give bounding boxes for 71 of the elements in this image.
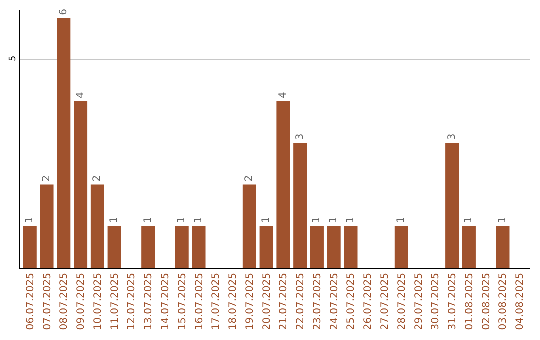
data-label: 2 [92, 175, 104, 182]
data-label: 1 [328, 217, 340, 224]
bar [142, 226, 156, 268]
x-tick-label: 09.07.2025 [76, 273, 88, 330]
x-tick-label: 26.07.2025 [363, 273, 374, 330]
data-label: 4 [278, 92, 289, 99]
data-label: 2 [42, 175, 53, 182]
x-tick-label: 06.07.2025 [25, 273, 36, 330]
bar [276, 102, 290, 268]
bar [108, 226, 122, 268]
x-tick-label: 15.07.2025 [177, 273, 188, 330]
bar [90, 184, 104, 268]
data-label: 1 [194, 217, 205, 224]
x-tick-label: 21.07.2025 [278, 273, 290, 330]
x-tick-label: 13.07.2025 [144, 273, 155, 330]
x-tick-label: 08.07.2025 [59, 273, 70, 330]
x-tick-label: 28.07.2025 [396, 273, 408, 330]
bar [344, 226, 358, 268]
x-tick-label: 17.07.2025 [211, 273, 222, 330]
x-tick-label: 11.07.2025 [110, 273, 121, 330]
x-tick-label: 18.07.2025 [228, 273, 240, 330]
data-label: 1 [464, 217, 475, 224]
x-tick-label: 22.07.2025 [296, 273, 307, 330]
bar [446, 143, 460, 268]
x-tick-label: 10.07.2025 [92, 273, 104, 330]
bar [192, 226, 206, 268]
x-tick-label: 19.07.2025 [244, 273, 256, 330]
bar [260, 226, 274, 268]
x-tick-label: 30.07.2025 [430, 273, 442, 330]
x-tick-label: 23.07.2025 [312, 273, 324, 330]
data-label: 1 [176, 217, 188, 224]
y-tick-label: 5 [8, 56, 18, 62]
bar [327, 226, 341, 268]
data-label: 1 [24, 217, 36, 224]
data-label: 6 [58, 8, 70, 16]
x-tick-label: 20.07.2025 [262, 273, 273, 330]
bar [175, 226, 189, 268]
data-label: 1 [312, 217, 323, 224]
x-tick-label: 01.08.2025 [464, 273, 476, 330]
bar [394, 226, 408, 268]
x-tick-label: 14.07.2025 [160, 273, 172, 330]
bar [57, 18, 71, 268]
data-label: 3 [294, 134, 306, 140]
data-label: 1 [261, 217, 272, 224]
data-label: 1 [142, 217, 154, 224]
data-label: 4 [75, 92, 86, 99]
x-tick-label: 02.08.2025 [481, 273, 492, 330]
bar [23, 226, 37, 268]
x-tick-label: 29.07.2025 [414, 273, 425, 330]
bar [496, 226, 510, 268]
x-tick-label: 04.08.2025 [515, 273, 526, 330]
bar [310, 226, 324, 268]
x-tick-label: 31.07.2025 [448, 273, 459, 330]
x-tick-label: 07.07.2025 [42, 273, 54, 330]
data-label: 1 [345, 217, 356, 224]
data-label: 1 [396, 217, 408, 224]
x-tick-label: 27.07.2025 [380, 273, 392, 330]
bar [74, 102, 88, 268]
bar [40, 184, 54, 268]
bar [242, 184, 256, 268]
x-tick-label: 24.07.2025 [329, 273, 340, 330]
data-label: 3 [446, 134, 458, 140]
bar [294, 143, 308, 268]
data-label: 2 [244, 175, 256, 182]
data-label: 1 [497, 217, 508, 224]
bar [462, 226, 476, 268]
x-tick-label: 12.07.2025 [126, 273, 138, 330]
x-tick-label: 25.07.2025 [346, 273, 358, 330]
data-label: 1 [109, 217, 120, 224]
x-tick-label: 16.07.2025 [194, 273, 206, 330]
x-tick-label: 03.08.2025 [498, 273, 510, 330]
